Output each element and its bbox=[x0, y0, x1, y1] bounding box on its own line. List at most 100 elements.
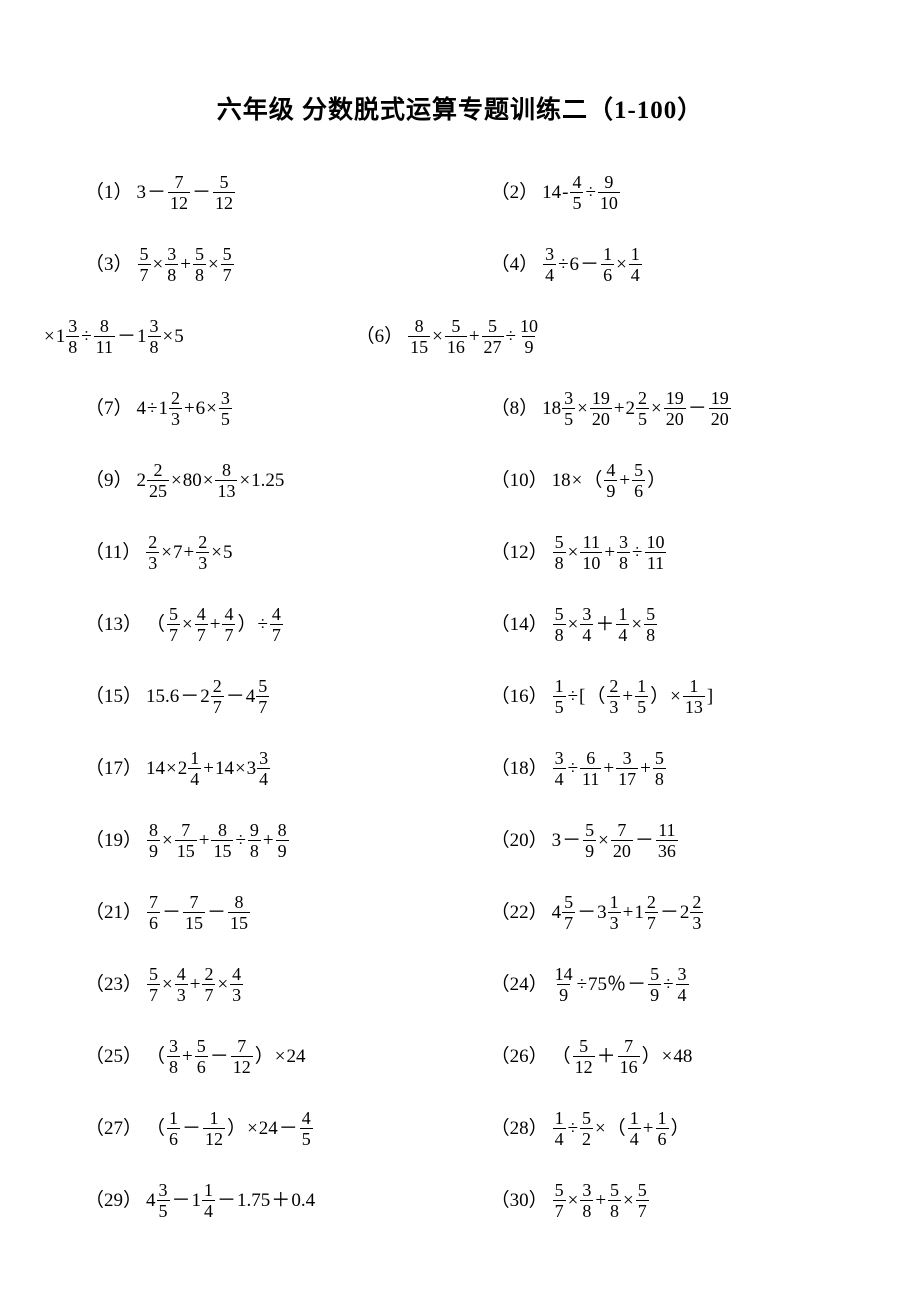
problem-index: （23） bbox=[85, 975, 142, 994]
token: × bbox=[568, 543, 579, 562]
fraction: 56 bbox=[195, 1037, 208, 1076]
fraction: 57 bbox=[167, 605, 180, 644]
expression: 57×38+58×57 bbox=[137, 245, 235, 284]
mixed-number: 138 bbox=[56, 317, 81, 356]
token: 18 bbox=[552, 471, 571, 490]
token: ÷ bbox=[568, 759, 578, 778]
problem-index: （19） bbox=[85, 831, 142, 850]
fraction: 712 bbox=[168, 173, 190, 212]
token: 1.75 bbox=[237, 1191, 270, 1210]
expression: 76－715－815 bbox=[146, 893, 251, 932]
token: － bbox=[192, 183, 211, 202]
token: × bbox=[568, 615, 579, 634]
token: ） bbox=[642, 1047, 661, 1066]
problem-cell: （22）457－313+127－223 bbox=[491, 893, 865, 932]
fraction: 49 bbox=[604, 461, 617, 500]
fraction: 25 bbox=[636, 389, 649, 428]
expression: 15÷[（23+15）×113] bbox=[552, 677, 714, 716]
problem-cell: （10）18×（49+56） bbox=[491, 461, 865, 500]
fraction: 23 bbox=[169, 389, 182, 428]
token: + bbox=[190, 975, 201, 994]
token: 15.6 bbox=[146, 687, 179, 706]
problem-list: （1）3－712－512（2）14-45÷910（3）57×38+58×57（4… bbox=[70, 156, 850, 1236]
fraction: 815 bbox=[408, 317, 430, 356]
token: （ bbox=[146, 615, 165, 634]
fraction: 1920 bbox=[664, 389, 686, 428]
token: ） bbox=[650, 687, 669, 706]
fraction: 720 bbox=[611, 821, 633, 860]
fraction: 59 bbox=[648, 965, 661, 1004]
fraction: 14 bbox=[188, 749, 201, 788]
problem-index: （26） bbox=[491, 1047, 548, 1066]
problem-index: （10） bbox=[491, 471, 548, 490]
fraction: 516 bbox=[445, 317, 467, 356]
expression: 58×34＋14×58 bbox=[552, 605, 658, 644]
token: × bbox=[662, 1047, 673, 1066]
expression: 58×1110+38÷1011 bbox=[552, 533, 668, 572]
fraction: 58 bbox=[653, 749, 666, 788]
fraction: 57 bbox=[562, 893, 575, 932]
fraction: 14 bbox=[628, 1109, 641, 1148]
token: 48 bbox=[673, 1047, 692, 1066]
token: ÷ bbox=[568, 687, 578, 706]
fraction: 58 bbox=[644, 605, 657, 644]
expression: 457－313+127－223 bbox=[552, 893, 705, 932]
fraction: 815 bbox=[211, 821, 233, 860]
expression: ×138÷811－138×5 bbox=[44, 317, 184, 356]
token: × bbox=[568, 1191, 579, 1210]
token: × bbox=[239, 471, 250, 490]
fraction: 112 bbox=[203, 1109, 225, 1148]
token: － bbox=[162, 903, 181, 922]
expression: 34÷611+317+58 bbox=[552, 749, 667, 788]
problem-cell: （30）57×38+58×57 bbox=[491, 1181, 865, 1220]
token: ） bbox=[647, 471, 666, 490]
expression: 2225×80×813×1.25 bbox=[137, 461, 285, 500]
mixed-number: 457 bbox=[552, 893, 577, 932]
fraction: 38 bbox=[165, 245, 178, 284]
token: ÷ bbox=[235, 831, 245, 850]
fraction: 58 bbox=[553, 533, 566, 572]
problem-index: （30） bbox=[491, 1191, 548, 1210]
problem-cell: （3）57×38+58×57 bbox=[70, 245, 491, 284]
fraction: 23 bbox=[607, 677, 620, 716]
mixed-number: 1835 bbox=[542, 389, 576, 428]
problem-cell: （29）435－114－1.75＋0.4 bbox=[70, 1181, 491, 1220]
token: ÷ bbox=[585, 183, 595, 202]
problem-index: （16） bbox=[491, 687, 548, 706]
fraction: 27 bbox=[645, 893, 658, 932]
token: ] bbox=[707, 687, 713, 706]
token: 24 bbox=[259, 1119, 278, 1138]
fraction: 35 bbox=[219, 389, 232, 428]
problem-row: （1）3－712－512（2）14-45÷910 bbox=[70, 156, 850, 228]
problem-index: （4） bbox=[491, 255, 539, 274]
token: + bbox=[184, 543, 195, 562]
token: × bbox=[631, 615, 642, 634]
problem-index: （3） bbox=[85, 255, 133, 274]
problem-index: （15） bbox=[85, 687, 142, 706]
fraction: 1920 bbox=[590, 389, 612, 428]
fraction: 149 bbox=[553, 965, 575, 1004]
problem-index: （1） bbox=[85, 183, 133, 202]
token: 14 bbox=[146, 759, 165, 778]
token: ） bbox=[237, 615, 256, 634]
fraction: 23 bbox=[196, 533, 209, 572]
fraction: 89 bbox=[276, 821, 289, 860]
problem-cell: （26）（512＋716）×48 bbox=[491, 1037, 865, 1076]
fraction: 34 bbox=[580, 605, 593, 644]
token: + bbox=[210, 615, 221, 634]
fraction: 512 bbox=[213, 173, 235, 212]
fraction: 27 bbox=[211, 677, 224, 716]
token: × bbox=[206, 399, 217, 418]
problem-index: （17） bbox=[85, 759, 142, 778]
fraction: 715 bbox=[183, 893, 205, 932]
mixed-number: 313 bbox=[597, 893, 622, 932]
token: + bbox=[614, 399, 625, 418]
token: 75％ bbox=[588, 975, 626, 994]
token: 24 bbox=[287, 1047, 306, 1066]
problem-cell: （1）3－712－512 bbox=[70, 173, 491, 212]
mixed-number: 138 bbox=[137, 317, 162, 356]
token: － bbox=[580, 255, 599, 274]
token: × bbox=[208, 255, 219, 274]
fraction: 34 bbox=[676, 965, 689, 1004]
token: + bbox=[469, 327, 480, 346]
